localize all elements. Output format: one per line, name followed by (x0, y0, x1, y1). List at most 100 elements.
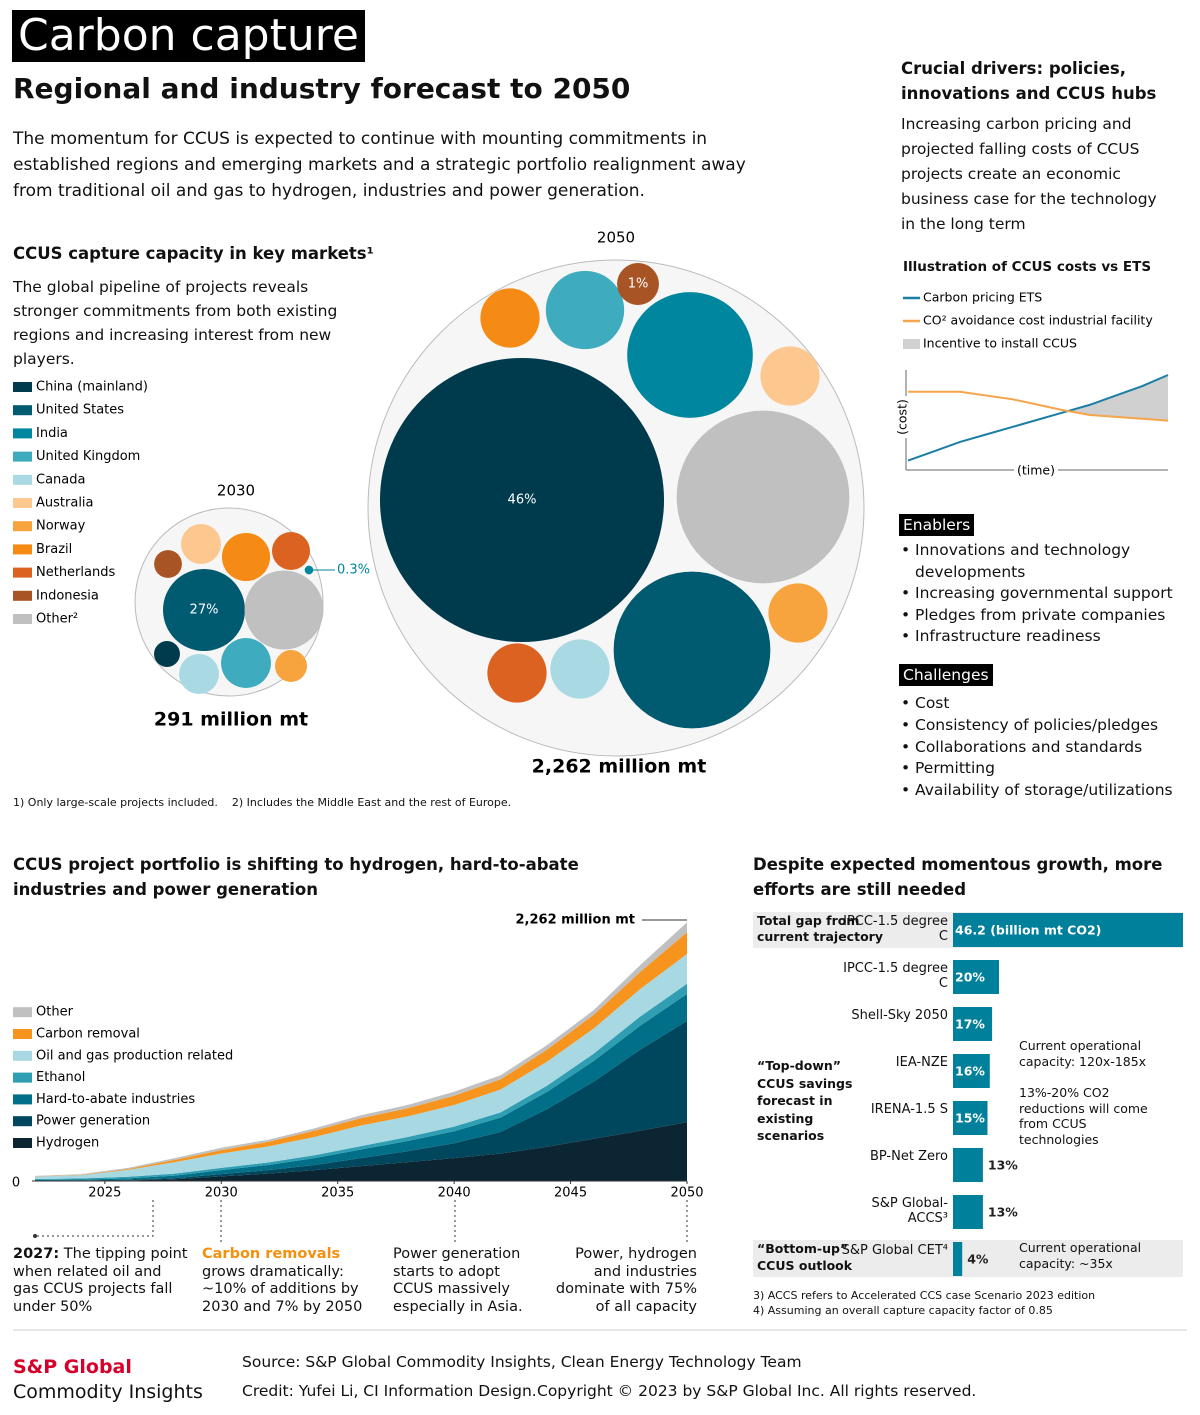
legend-swatch (13, 451, 32, 462)
value-label: 20% (955, 970, 985, 985)
intro: The momentum for CCUS is expected to con… (13, 129, 746, 201)
legend-swatch (13, 405, 32, 416)
annotation: Carbon removals grows dramatically: ~10%… (202, 1246, 367, 1316)
legend-swatch (13, 567, 32, 578)
legend-label: Hard-to-abate industries (36, 1092, 195, 1107)
bubble (271, 531, 311, 571)
list-item: Infrastructure readiness (901, 626, 1191, 648)
chart-title: CCUS project portfolio is shifting to hy… (13, 855, 579, 899)
legend-swatch (903, 339, 920, 349)
bar-category: S&P Global CET⁴ (841, 1243, 948, 1258)
legend-swatch (13, 1138, 32, 1148)
bubble (676, 410, 850, 584)
legend-swatch (13, 382, 32, 392)
legend-swatch (13, 1007, 32, 1018)
legend-label: Australia (36, 496, 94, 511)
note: Current operational capacity: ~35x (1019, 1240, 1142, 1271)
bubble (181, 524, 221, 564)
legend-label: Power generation (36, 1114, 150, 1129)
title: Carbon capture (12, 10, 365, 62)
bar (953, 913, 1183, 947)
legend-label: Other² (36, 612, 78, 627)
area (35, 1122, 687, 1181)
bubble (221, 532, 271, 582)
bubble (627, 292, 753, 418)
note: 13%-20% CO2 reductions will come from CC… (1019, 1085, 1148, 1147)
label-bg (1014, 463, 1058, 477)
annotation-text: The tipping point when related oil and g… (13, 1246, 188, 1315)
bar-category: Shell-Sky 2050 (851, 1008, 948, 1023)
total-label: 291 million mt (154, 709, 308, 731)
brand: S&P Global (13, 1356, 132, 1378)
area (35, 932, 687, 1177)
legend-label: United Kingdom (36, 449, 140, 464)
bubble (613, 571, 771, 729)
chart-title: Illustration of CCUS costs vs ETS (903, 259, 1152, 275)
y-tick-label: 0 (12, 1176, 20, 1191)
list-item: Collaborations and standards (901, 737, 1191, 759)
value-label: 15% (955, 1111, 985, 1126)
bubble (179, 654, 219, 694)
bubble (550, 639, 610, 699)
chart-subtitle: The global pipeline of projects reveals … (13, 278, 338, 368)
series-label: 2030 (217, 482, 255, 500)
annotation-text: Power generation starts to adopt CCUS ma… (393, 1246, 523, 1315)
list-item: Pledges from private companies (901, 605, 1191, 627)
bar (953, 1242, 963, 1276)
list-item: Availability of storage/utilizations (901, 780, 1191, 802)
bar-category: BP-Net Zero (869, 1149, 948, 1164)
legend-swatch (13, 1072, 32, 1083)
legend-label: United States (36, 403, 124, 418)
challenges-title: Challenges (899, 664, 993, 686)
value-label: 13% (988, 1158, 1018, 1173)
enablers-title: Enablers (899, 514, 975, 536)
bubble (244, 570, 324, 650)
legend-label: India (36, 426, 68, 441)
bubble (487, 643, 547, 703)
value-label: 0.3% (337, 563, 370, 578)
bar-category: IEA-NZE (895, 1055, 948, 1070)
legend-swatch (13, 1029, 32, 1039)
legend-label: Carbon pricing ETS (923, 290, 1042, 305)
bar (953, 1007, 993, 1041)
legend-label: China (mainland) (36, 380, 148, 395)
bubble (379, 357, 665, 643)
row-bg (753, 1240, 1183, 1277)
value-label: 17% (955, 1017, 985, 1032)
bubble (163, 569, 245, 651)
legend-label: Other (36, 1005, 74, 1020)
legend-label: Canada (36, 472, 85, 487)
list-item: Increasing governmental support (901, 583, 1191, 605)
legend-swatch (13, 590, 32, 601)
x-tick-label: 2050 (670, 1186, 703, 1201)
total-label: 2,262 million mt (532, 756, 707, 778)
series-label: 2050 (597, 229, 635, 247)
annotation-text: grows dramatically: ~10% of additions by… (202, 1263, 363, 1315)
value-label: 27% (190, 603, 219, 618)
bar-category: S&P Global-ACCS³ (871, 1196, 948, 1226)
bubble (768, 583, 828, 643)
credit: Credit: Yufei Li, CI Information Design. (242, 1382, 537, 1400)
bar (953, 1148, 983, 1182)
y-axis-label: (cost) (895, 399, 910, 435)
line (908, 390, 1169, 422)
bubble (617, 263, 659, 305)
legend-label: Netherlands (36, 565, 115, 580)
legend-swatch (13, 544, 32, 555)
challenges-list: CostConsistency of policies/pledgesColla… (901, 693, 1191, 802)
chart-title: Despite expected momentous growth, more … (753, 855, 1163, 899)
bubble (760, 346, 820, 406)
leader (35, 1200, 154, 1237)
line (907, 374, 1169, 462)
x-tick-label: 2035 (321, 1186, 354, 1201)
bubble (154, 641, 180, 667)
leader-dot (33, 1234, 37, 1238)
drivers-title: Crucial drivers: policies, innovations a… (901, 59, 1157, 103)
value-label: 46% (508, 493, 537, 508)
bubble (480, 288, 540, 348)
footnote: 4) Assuming an overall capture capacity … (753, 1304, 1053, 1317)
group-label: “Bottom-up” CCUS outlook (757, 1241, 853, 1273)
x-tick-label: 2025 (88, 1186, 121, 1201)
